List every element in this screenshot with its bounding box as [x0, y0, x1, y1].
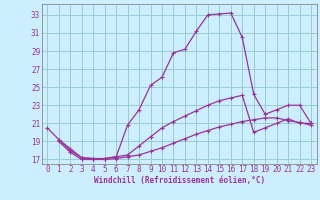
X-axis label: Windchill (Refroidissement éolien,°C): Windchill (Refroidissement éolien,°C): [94, 176, 265, 185]
